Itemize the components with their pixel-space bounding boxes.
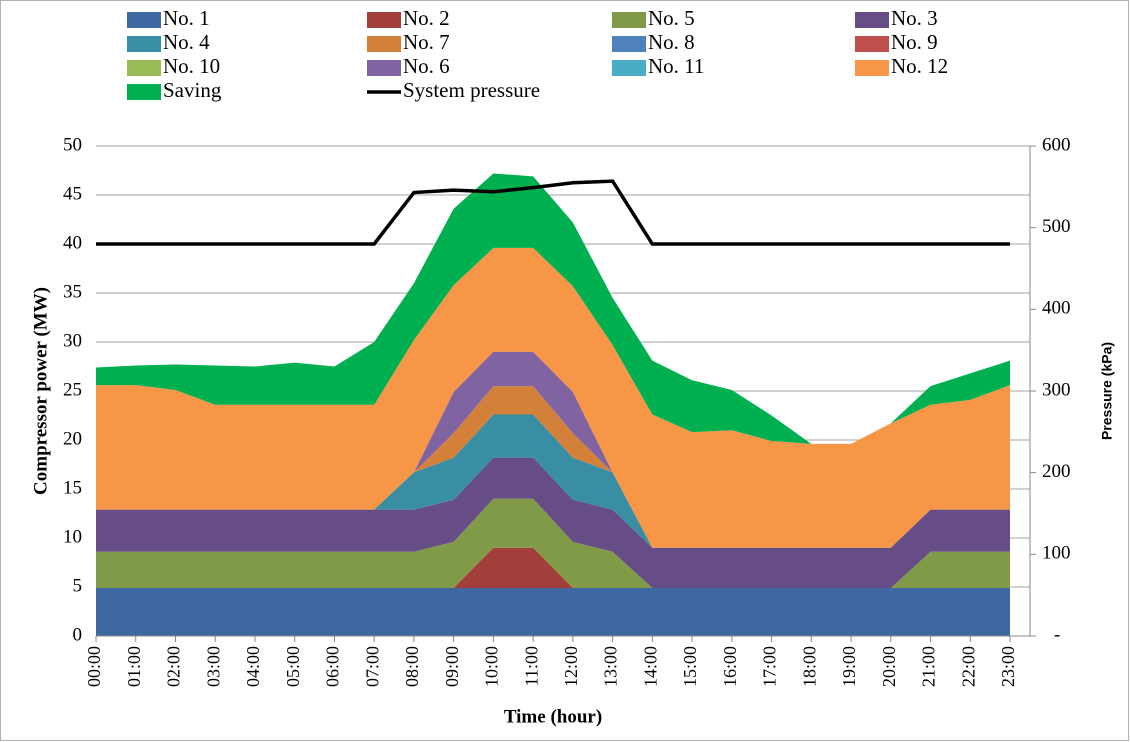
legend-marker (367, 60, 401, 76)
y-tick-label: 45 (63, 183, 82, 204)
x-tick-label: 06:00 (323, 646, 343, 687)
x-tick-label: 12:00 (561, 646, 581, 687)
x-tick-label: 18:00 (799, 646, 819, 687)
legend-marker (367, 12, 401, 28)
legend-label: No. 4 (163, 30, 210, 54)
legend-label: Saving (163, 78, 222, 102)
y-tick-label: 20 (63, 428, 82, 449)
y-tick-label: 25 (63, 379, 82, 400)
y-tick-label: 15 (63, 477, 82, 498)
x-tick-label: 11:00 (521, 646, 541, 686)
area (96, 414, 1010, 548)
legend-marker (127, 60, 161, 76)
y2-tick-label: 100 (1042, 543, 1071, 564)
legend-label: No. 10 (163, 54, 220, 78)
y-tick-label: 50 (63, 134, 82, 155)
x-tick-label: 07:00 (362, 646, 382, 687)
y2-tick-label: - (1054, 624, 1060, 645)
x-tick-label: 08:00 (402, 646, 422, 687)
legend-marker (127, 84, 161, 100)
y-tick-label: 40 (63, 232, 82, 253)
y2-tick-label: 300 (1042, 379, 1071, 400)
area (96, 247, 1010, 548)
y-tick-label: 35 (63, 281, 82, 302)
x-tick-label: 02:00 (164, 646, 184, 687)
x-tick-label: 13:00 (601, 646, 621, 687)
legend-label: No. 9 (891, 30, 938, 54)
legend-marker (612, 12, 646, 28)
legend-marker (855, 60, 889, 76)
legend-marker (367, 36, 401, 52)
legend-label: No. 2 (403, 6, 450, 30)
y-tick-label: 10 (63, 526, 82, 547)
y2-tick-label: 600 (1042, 134, 1071, 155)
legend-marker (612, 36, 646, 52)
x-tick-label: 00:00 (84, 646, 104, 687)
x-tick-label: 04:00 (243, 646, 263, 687)
y2-tick-label: 200 (1042, 461, 1071, 482)
legend-marker (127, 12, 161, 28)
legend-label: No. 3 (891, 6, 938, 30)
area (96, 173, 1010, 444)
y-tick-label: 5 (73, 575, 83, 596)
legend-label: No. 11 (648, 54, 704, 78)
x-tick-label: 14:00 (640, 646, 660, 687)
legend-label: System pressure (403, 78, 540, 102)
legend-label: No. 8 (648, 30, 695, 54)
x-tick-label: 16:00 (720, 646, 740, 687)
x-tick-label: 15:00 (680, 646, 700, 687)
x-tick-label: 10:00 (482, 646, 502, 687)
x-tick-label: 01:00 (124, 646, 144, 687)
legend-label: No. 12 (891, 54, 948, 78)
x-tick-label: 21:00 (919, 646, 939, 687)
x-tick-label: 19:00 (839, 646, 859, 687)
area (96, 386, 1010, 548)
area (96, 547, 1010, 588)
area (96, 457, 1010, 588)
x-tick-label: 22:00 (958, 646, 978, 687)
area (96, 498, 1010, 588)
legend-label: No. 6 (403, 54, 450, 78)
y-tick-label: 0 (73, 624, 83, 645)
x-axis-title: Time (hour) (504, 706, 602, 727)
legend-marker (127, 36, 161, 52)
x-tick-label: 23:00 (998, 646, 1018, 687)
legend-label: No. 7 (403, 30, 450, 54)
legend-label: No. 5 (648, 6, 695, 30)
area (96, 587, 1010, 636)
legend-marker (855, 36, 889, 52)
y-axis-title: Compressor power (MW) (30, 287, 51, 495)
y-tick-label: 30 (63, 330, 82, 351)
line (96, 179, 1010, 246)
legend-marker (855, 12, 889, 28)
x-tick-label: 20:00 (879, 646, 899, 687)
x-tick-label: 03:00 (203, 646, 223, 687)
y2-axis-title: Pressure (kPa) (1099, 342, 1115, 440)
area (96, 351, 1010, 548)
y2-tick-label: 500 (1042, 216, 1071, 237)
legend-marker (612, 60, 646, 76)
x-tick-label: 09:00 (442, 646, 462, 687)
legend-label: No. 1 (163, 6, 210, 30)
x-tick-label: 05:00 (283, 646, 303, 687)
y2-tick-label: 400 (1042, 298, 1071, 319)
x-tick-label: 17:00 (760, 646, 780, 687)
